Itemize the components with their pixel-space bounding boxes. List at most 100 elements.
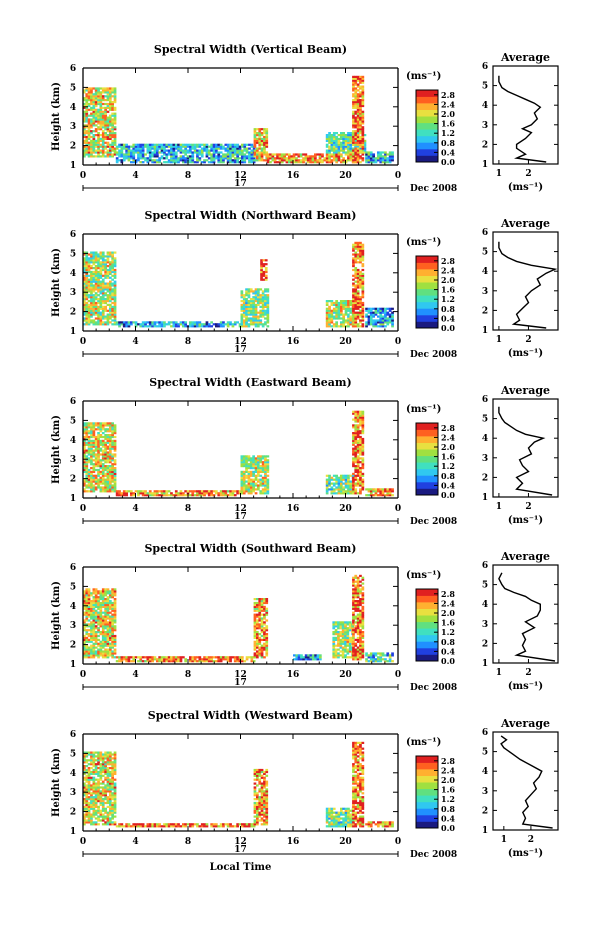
echo-cell — [111, 87, 114, 89]
echo-cell — [111, 257, 114, 259]
echo-cell — [194, 660, 197, 662]
echo-cell — [93, 649, 96, 651]
echo-cell — [368, 310, 371, 312]
echo-cell — [243, 488, 246, 490]
echo-cell — [243, 479, 246, 481]
echo-cell — [111, 132, 114, 134]
echo-cell — [97, 288, 100, 290]
echo-cell — [95, 101, 98, 103]
echo-cell — [85, 463, 88, 465]
echo-cell — [208, 150, 211, 152]
echo-cell — [107, 621, 110, 623]
echo-cell — [168, 153, 171, 155]
echo-cell — [333, 490, 336, 492]
echo-cell — [357, 97, 360, 99]
echo-cell — [95, 286, 98, 288]
echo-cell — [352, 279, 355, 281]
echo-cell — [114, 621, 117, 623]
echo-cell — [100, 126, 103, 128]
echo-cell — [203, 323, 206, 325]
echo-cell — [191, 155, 194, 157]
echo-cell — [196, 321, 199, 323]
echo-cell — [175, 492, 178, 494]
echo-cell — [312, 159, 315, 161]
echo-cell — [125, 323, 128, 325]
echo-cell — [370, 153, 373, 155]
echo-cell — [362, 159, 365, 161]
echo-cell — [354, 248, 357, 250]
echo-cell — [102, 625, 105, 627]
echo-cell — [107, 290, 110, 292]
echo-cell — [357, 312, 360, 314]
echo-cell — [104, 113, 107, 115]
echo-cell — [184, 161, 187, 163]
echo-cell — [100, 647, 103, 649]
echo-cell — [328, 319, 331, 321]
echo-cell — [90, 641, 93, 643]
echo-cell — [132, 159, 135, 161]
echo-cell — [265, 144, 268, 146]
echo-cell — [357, 244, 360, 246]
echo-cell — [114, 316, 117, 318]
echo-cell — [261, 148, 264, 150]
echo-cell — [149, 155, 152, 157]
echo-cell — [95, 448, 98, 450]
echo-cell — [241, 490, 244, 492]
echo-cell — [250, 459, 253, 461]
colorbar-tick-label: 0.4 — [441, 313, 455, 323]
echo-cell — [111, 654, 114, 656]
echo-cell — [158, 660, 161, 662]
echo-cell — [335, 136, 338, 138]
echo-cell — [357, 304, 360, 306]
echo-cell — [362, 448, 365, 450]
echo-cell — [305, 656, 308, 658]
echo-cell — [225, 144, 228, 146]
echo-cell — [88, 115, 91, 117]
echo-cell — [227, 490, 230, 492]
echo-cell — [261, 132, 264, 134]
echo-cell — [340, 148, 343, 150]
echo-cell — [261, 629, 264, 631]
echo-cell — [281, 159, 284, 161]
echo-cell — [163, 658, 166, 660]
echo-cell — [107, 637, 110, 639]
echo-cell — [362, 444, 365, 446]
echo-cell — [194, 658, 197, 660]
echo-cell — [118, 325, 121, 327]
echo-cell — [215, 144, 218, 146]
echo-cell — [314, 159, 317, 161]
echo-cell — [114, 436, 117, 438]
echo-cell — [93, 471, 96, 473]
echo-cell — [85, 434, 88, 436]
echo-cell — [201, 150, 204, 152]
echo-cell — [210, 157, 213, 159]
echo-cell — [102, 294, 105, 296]
echo-cell — [259, 312, 262, 314]
echo-cell — [354, 294, 357, 296]
echo-cell — [114, 643, 117, 645]
echo-cell — [90, 319, 93, 321]
echo-cell — [95, 453, 98, 455]
echo-cell — [109, 103, 112, 105]
echo-cell — [258, 157, 261, 159]
echo-cell — [243, 475, 246, 477]
echo-cell — [331, 159, 334, 161]
echo-cell — [109, 608, 112, 610]
echo-cell — [128, 146, 131, 148]
echo-cell — [109, 93, 112, 95]
echo-cell — [111, 647, 114, 649]
echo-cell — [340, 155, 343, 157]
echo-cell — [352, 101, 355, 103]
echo-cell — [100, 101, 103, 103]
echo-cell — [255, 308, 258, 310]
echo-cell — [245, 459, 248, 461]
echo-cell — [104, 273, 107, 275]
echo-cell — [154, 155, 157, 157]
echo-cell — [259, 323, 262, 325]
echo-cell — [264, 300, 267, 302]
echo-cell — [97, 426, 100, 428]
echo-cell — [362, 105, 365, 107]
echo-cell — [88, 619, 91, 621]
echo-cell — [391, 494, 394, 496]
